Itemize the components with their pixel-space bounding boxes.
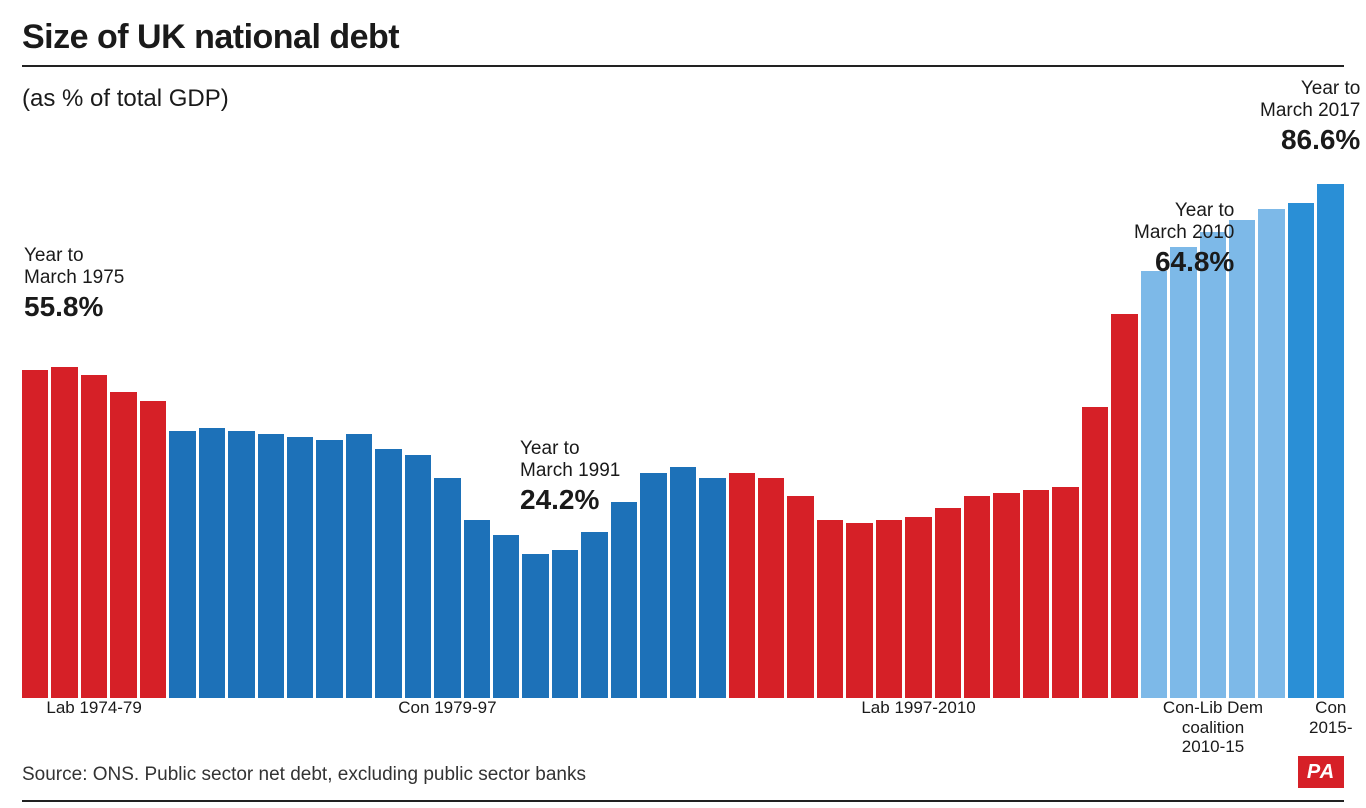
x-axis-label: Con2015- — [1251, 698, 1366, 737]
bar — [729, 473, 755, 698]
callout-line: March 1991 — [520, 460, 620, 482]
bar — [22, 370, 48, 698]
bar — [228, 431, 254, 698]
bar — [1141, 271, 1167, 698]
x-axis-label: Con 1979-97 — [398, 698, 496, 718]
bar — [1317, 184, 1343, 698]
bar — [846, 523, 872, 698]
callout-line: Year to — [1134, 200, 1234, 222]
bar — [140, 401, 166, 698]
bar — [581, 532, 607, 698]
chart-subtitle: (as % of total GDP) — [0, 67, 1366, 113]
bar — [405, 455, 431, 698]
bar — [375, 449, 401, 698]
callout: Year toMarch 197555.8% — [24, 245, 124, 323]
bar — [787, 496, 813, 698]
bar — [758, 478, 784, 698]
callout-line: Year to — [520, 438, 620, 460]
bar — [1023, 490, 1049, 698]
bar — [316, 440, 342, 698]
bar — [1258, 209, 1284, 699]
bar — [552, 550, 578, 698]
bar — [1200, 232, 1226, 698]
x-axis: Lab 1974-79Con 1979-97Lab 1997-2010Con-L… — [22, 698, 1344, 738]
callout: Year toMarch 199124.2% — [520, 438, 620, 516]
callout-value: 64.8% — [1134, 246, 1234, 278]
callout-line: Year to — [24, 245, 124, 267]
callout-line: March 1975 — [24, 267, 124, 289]
bar — [493, 535, 519, 698]
bar — [169, 431, 195, 698]
bar — [258, 434, 284, 698]
bar — [1111, 314, 1137, 698]
bar — [1288, 203, 1314, 698]
bar — [611, 502, 637, 698]
source-text: Source: ONS. Public sector net debt, exc… — [22, 764, 586, 786]
pa-logo: PA — [1298, 756, 1344, 788]
callout-line: March 2010 — [1134, 222, 1234, 244]
bar — [876, 520, 902, 698]
bar — [993, 493, 1019, 698]
bar — [1229, 220, 1255, 698]
bar — [110, 392, 136, 698]
callout-value: 24.2% — [520, 484, 620, 516]
bar — [964, 496, 990, 698]
bar — [640, 473, 666, 698]
bar — [81, 375, 107, 698]
bar — [1170, 247, 1196, 698]
bar — [287, 437, 313, 698]
bar — [935, 508, 961, 698]
callout-value: 86.6% — [1260, 124, 1360, 156]
bar — [522, 554, 548, 698]
bar — [817, 520, 843, 698]
callout-line: Year to — [1260, 78, 1360, 100]
bar — [51, 367, 77, 698]
page-title: Size of UK national debt — [0, 0, 1366, 65]
bar — [905, 517, 931, 698]
x-axis-label: Lab 1997-2010 — [861, 698, 975, 718]
bar — [434, 478, 460, 698]
bar — [699, 478, 725, 698]
x-axis-label: Lab 1974-79 — [46, 698, 141, 718]
callout-value: 55.8% — [24, 291, 124, 323]
bar — [1052, 487, 1078, 698]
bar — [670, 467, 696, 698]
bar — [1082, 407, 1108, 698]
rule-bottom — [22, 800, 1344, 802]
bar — [199, 428, 225, 698]
callout: Year toMarch 201064.8% — [1134, 200, 1234, 278]
bar — [346, 434, 372, 698]
bar — [464, 520, 490, 698]
callout: Year toMarch 201786.6% — [1260, 78, 1360, 156]
callout-line: March 2017 — [1260, 100, 1360, 122]
